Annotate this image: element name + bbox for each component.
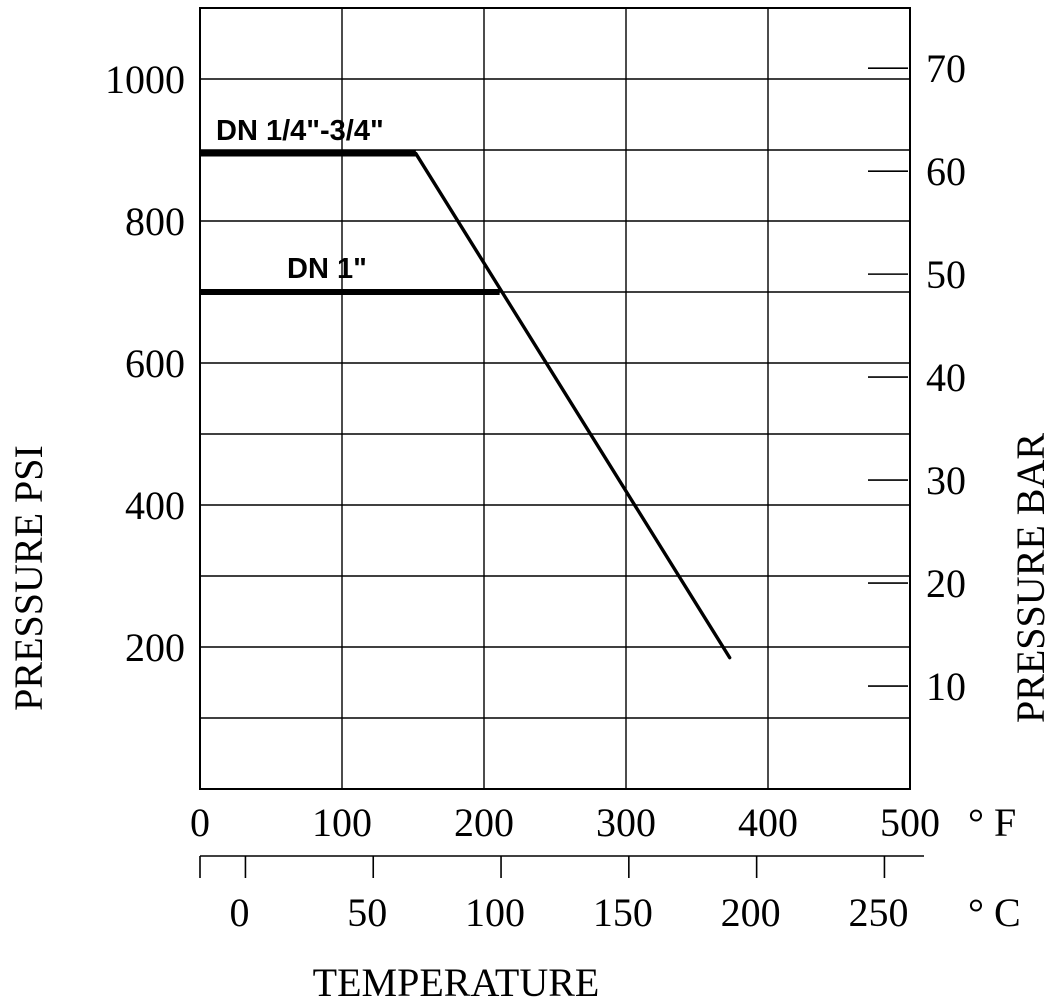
x-tick-label-celsius: 250 bbox=[848, 890, 908, 935]
y-right-tick-label: 70 bbox=[926, 46, 966, 91]
x-tick-label-fahrenheit: 300 bbox=[596, 800, 656, 845]
x-tick-label-fahrenheit: 0 bbox=[190, 800, 210, 845]
y-left-tick-label: 600 bbox=[125, 341, 185, 386]
y-right-tick-label: 50 bbox=[926, 252, 966, 297]
bottom-axis-fahrenheit: 0 100 200 300 400 500 bbox=[190, 800, 940, 845]
y-right-tick-label: 30 bbox=[926, 458, 966, 503]
unit-celsius: ° C bbox=[968, 890, 1021, 935]
series-label-dn-quarter-three-quarter: DN 1/4"-3/4" bbox=[216, 115, 384, 147]
series-line-1 bbox=[414, 151, 732, 660]
y-right-tick-label: 10 bbox=[926, 664, 966, 709]
unit-fahrenheit: ° F bbox=[968, 800, 1016, 845]
y-left-tick-label: 400 bbox=[125, 483, 185, 528]
series-label-dn-1: DN 1" bbox=[287, 253, 367, 285]
plot-frame bbox=[199, 7, 911, 790]
y-right-tick-label: 60 bbox=[926, 149, 966, 194]
y-right-tick-label: 20 bbox=[926, 561, 966, 606]
x-tick-label-fahrenheit: 200 bbox=[454, 800, 514, 845]
x-axis-title: TEMPERATURE bbox=[313, 960, 600, 999]
x-tick-label-celsius: 150 bbox=[593, 890, 653, 935]
series-labels: DN 1/4"-3/4" DN 1" bbox=[216, 115, 384, 285]
left-axis-psi-ticks: 200 400 600 800 1000 bbox=[105, 57, 185, 670]
bottom-axis-celsius: 0 50 100 150 200 250 bbox=[199, 855, 924, 935]
right-axis-bar: 10 20 30 40 50 60 70 bbox=[868, 46, 966, 709]
y-left-tick-label: 1000 bbox=[105, 57, 185, 102]
y-left-axis-title: PRESSURE PSI bbox=[6, 445, 51, 711]
x-tick-label-fahrenheit: 400 bbox=[738, 800, 798, 845]
y-right-tick-label: 40 bbox=[926, 355, 966, 400]
x-tick-label-celsius: 0 bbox=[229, 890, 249, 935]
x-tick-label-fahrenheit: 500 bbox=[880, 800, 940, 845]
y-left-tick-label: 800 bbox=[125, 199, 185, 244]
y-left-tick-label: 200 bbox=[125, 625, 185, 670]
series-lines bbox=[200, 150, 732, 660]
y-right-axis-title: PRESSURE BAR bbox=[1008, 433, 1052, 723]
x-tick-label-celsius: 100 bbox=[465, 890, 525, 935]
x-tick-label-fahrenheit: 100 bbox=[312, 800, 372, 845]
x-tick-label-celsius: 200 bbox=[721, 890, 781, 935]
x-tick-label-celsius: 50 bbox=[347, 890, 387, 935]
